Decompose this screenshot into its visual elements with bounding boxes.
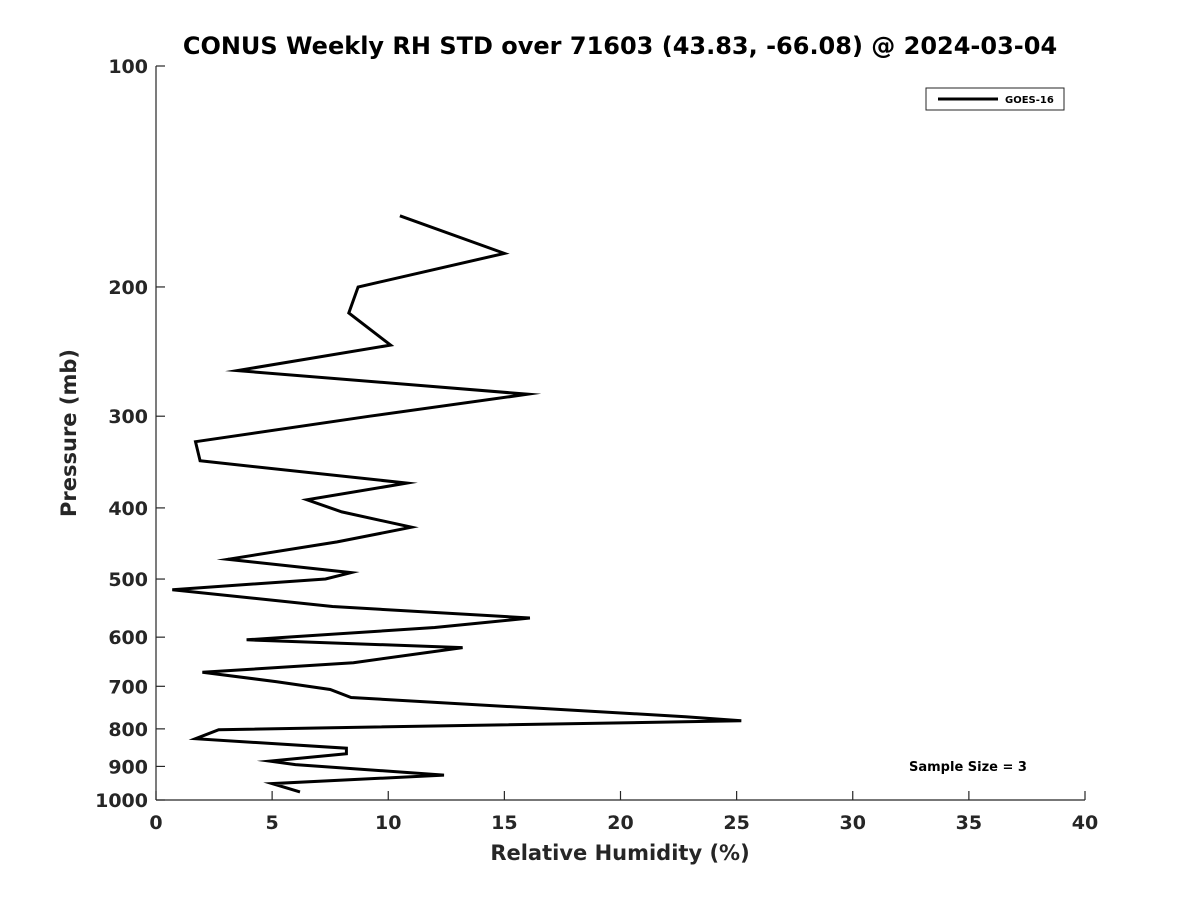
legend: GOES-16 [925, 87, 1065, 111]
series-line-goes-16 [172, 214, 742, 794]
y-tick-label-900: 900 [108, 756, 148, 778]
y-tick-label-300: 300 [108, 406, 148, 428]
x-tick-label-15: 15 [491, 812, 517, 834]
y-axis-label: Pressure (mb) [57, 349, 81, 517]
y-tick-label-700: 700 [108, 676, 148, 698]
y-tick-label-400: 400 [108, 498, 148, 520]
y-tick-label-100: 100 [108, 56, 148, 78]
y-tick-label-600: 600 [108, 627, 148, 649]
x-tick-label-40: 40 [1072, 812, 1098, 834]
chart-title: CONUS Weekly RH STD over 71603 (43.83, -… [183, 32, 1057, 60]
x-tick-label-35: 35 [956, 812, 982, 834]
x-tick-label-20: 20 [607, 812, 633, 834]
legend-label-goes-16: GOES-16 [1005, 95, 1054, 106]
y-tick-label-800: 800 [108, 719, 148, 741]
x-tick-label-10: 10 [375, 812, 401, 834]
plot-area: 0 5 10 15 20 25 30 35 40 100 200 300 400 500 600 700 800… [95, 56, 1098, 834]
x-tick-label-30: 30 [840, 812, 866, 834]
x-axis-label: Relative Humidity (%) [490, 841, 749, 865]
y-tick-label-200: 200 [108, 277, 148, 299]
sample-size-annotation: Sample Size = 3 [909, 760, 1027, 775]
x-tick-label-5: 5 [266, 812, 279, 834]
y-tick-label-1000: 1000 [95, 790, 148, 812]
y-tick-label-500: 500 [108, 569, 148, 591]
x-tick-label-25: 25 [723, 812, 749, 834]
x-tick-label-0: 0 [149, 812, 162, 834]
